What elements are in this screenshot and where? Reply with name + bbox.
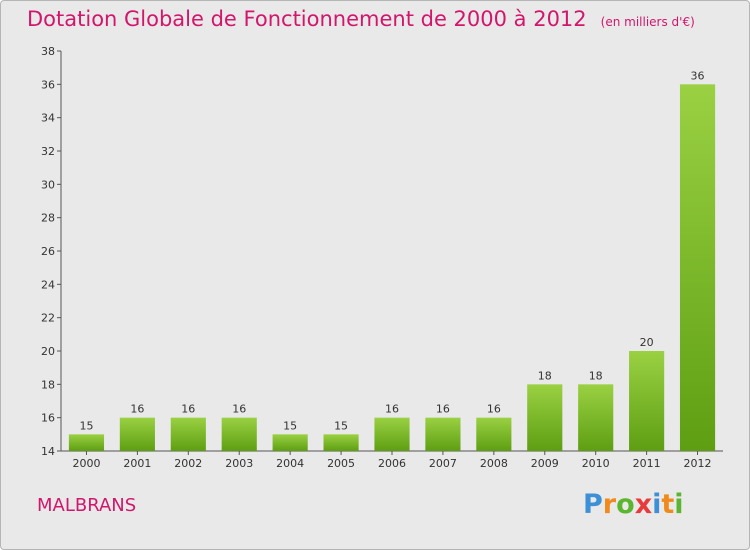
data-label: 15: [283, 419, 297, 432]
bar: [272, 434, 308, 451]
bar: [119, 417, 155, 451]
y-tick-label: 26: [41, 245, 55, 258]
bar: [578, 384, 614, 451]
logo-letter: t: [661, 489, 675, 520]
bar: [476, 417, 512, 451]
chart-title: Dotation Globale de Fonctionnement de 20…: [27, 7, 695, 31]
proxiti-logo: Proxiti: [583, 489, 684, 520]
bar: [425, 417, 461, 451]
x-tick-label: 2004: [276, 457, 304, 470]
x-tick-label: 2006: [378, 457, 406, 470]
logo-letter: i: [674, 489, 684, 520]
x-tick-label: 2007: [429, 457, 457, 470]
y-tick-label: 38: [41, 45, 55, 58]
data-label: 16: [181, 403, 195, 416]
y-tick-label: 18: [41, 378, 55, 391]
chart-title-text: Dotation Globale de Fonctionnement de 20…: [27, 7, 587, 31]
bar: [527, 384, 563, 451]
y-tick-label: 16: [41, 412, 55, 425]
y-tick-label: 14: [41, 445, 55, 458]
bar: [629, 351, 665, 451]
bar: [374, 417, 410, 451]
x-tick-label: 2009: [531, 457, 559, 470]
y-tick-label: 22: [41, 312, 55, 325]
x-tick-label: 2010: [582, 457, 610, 470]
bar: [221, 417, 257, 451]
x-tick-label: 2011: [633, 457, 661, 470]
x-tick-label: 2002: [174, 457, 202, 470]
y-tick-label: 30: [41, 178, 55, 191]
logo-letter: i: [652, 489, 662, 520]
chart-unit-note: (en milliers d'€): [600, 15, 695, 29]
data-label: 16: [130, 403, 144, 416]
bar: [170, 417, 206, 451]
bar: [323, 434, 359, 451]
commune-name: MALBRANS: [37, 495, 137, 516]
y-tick-label: 36: [41, 78, 55, 91]
data-label: 16: [232, 403, 246, 416]
y-tick-label: 32: [41, 145, 55, 158]
x-tick-label: 2000: [72, 457, 100, 470]
y-tick-label: 34: [41, 112, 55, 125]
x-tick-label: 2005: [327, 457, 355, 470]
logo-letter: P: [583, 489, 603, 520]
logo-letter: r: [602, 489, 617, 520]
x-tick-label: 2008: [480, 457, 508, 470]
bar: [679, 84, 716, 451]
y-tick-label: 24: [41, 278, 55, 291]
y-tick-label: 20: [41, 345, 55, 358]
x-tick-label: 2003: [225, 457, 253, 470]
logo-letter: o: [616, 489, 635, 520]
data-label: 16: [436, 403, 450, 416]
data-label: 18: [589, 369, 603, 382]
data-label: 36: [691, 69, 705, 82]
data-label: 18: [538, 369, 552, 382]
logo-letter: x: [634, 489, 653, 520]
x-tick-label: 2001: [123, 457, 151, 470]
bar: [68, 434, 105, 451]
y-tick-label: 28: [41, 212, 55, 225]
data-label: 15: [79, 419, 93, 432]
data-label: 15: [334, 419, 348, 432]
data-label: 16: [385, 403, 399, 416]
data-label: 20: [640, 336, 654, 349]
x-tick-label: 2012: [684, 457, 712, 470]
data-label: 16: [487, 403, 501, 416]
